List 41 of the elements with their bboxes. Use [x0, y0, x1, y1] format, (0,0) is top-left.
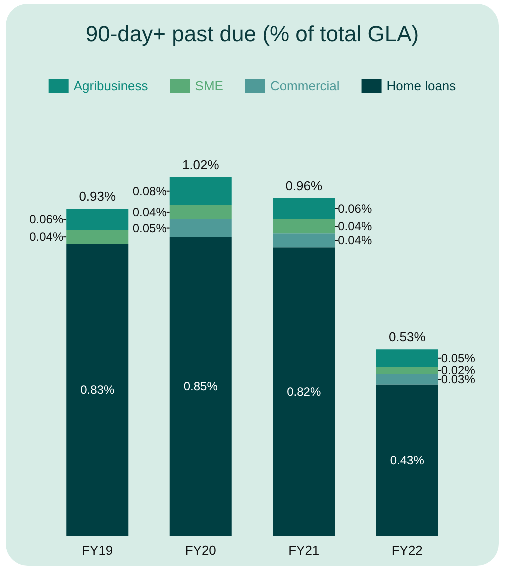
data-label: 0.04%	[338, 220, 372, 234]
bar	[273, 220, 336, 234]
total-label: 1.02%	[182, 157, 220, 172]
total-label: 0.93%	[79, 188, 116, 204]
data-label: 0.04%	[132, 205, 168, 220]
data-label: 0.43%	[390, 453, 425, 468]
x-tick-label: FY19	[82, 543, 114, 558]
bar	[170, 237, 232, 536]
data-label: 0.83%	[80, 383, 115, 398]
data-label: 0.05%	[132, 221, 168, 236]
legend-label: SME	[195, 78, 224, 94]
bar	[66, 244, 129, 536]
bar	[376, 384, 438, 536]
bar	[170, 177, 232, 206]
data-label: 0.85%	[184, 380, 218, 394]
bar	[66, 230, 129, 244]
data-label: 0.06%	[338, 202, 372, 216]
bar	[66, 208, 129, 230]
total-label: 0.53%	[388, 330, 426, 345]
data-label: 0.06%	[30, 212, 64, 226]
bar	[376, 374, 438, 385]
bar	[273, 248, 336, 536]
data-label: 0.04%	[30, 230, 64, 244]
bar	[170, 220, 232, 238]
bar	[273, 198, 336, 220]
total-label: 0.96%	[286, 178, 323, 194]
x-tick-label: FY21	[288, 543, 320, 558]
x-tick-label: FY22	[392, 543, 423, 558]
data-label: 0.04%	[338, 234, 372, 248]
bar	[170, 205, 232, 220]
legend-label: Agribusiness	[74, 78, 149, 94]
data-label: 0.05%	[441, 351, 476, 366]
legend-label: Commercial	[270, 78, 340, 94]
x-tick-label: FY20	[185, 543, 216, 558]
legend-label: Home loans	[386, 78, 457, 94]
bar	[376, 367, 438, 374]
data-label: 0.82%	[287, 384, 322, 399]
data-label: 0.08%	[132, 184, 168, 198]
chart-title: 90-day+ past due (% of total GLA)	[86, 22, 420, 46]
bar	[273, 234, 336, 248]
bar	[376, 350, 438, 368]
